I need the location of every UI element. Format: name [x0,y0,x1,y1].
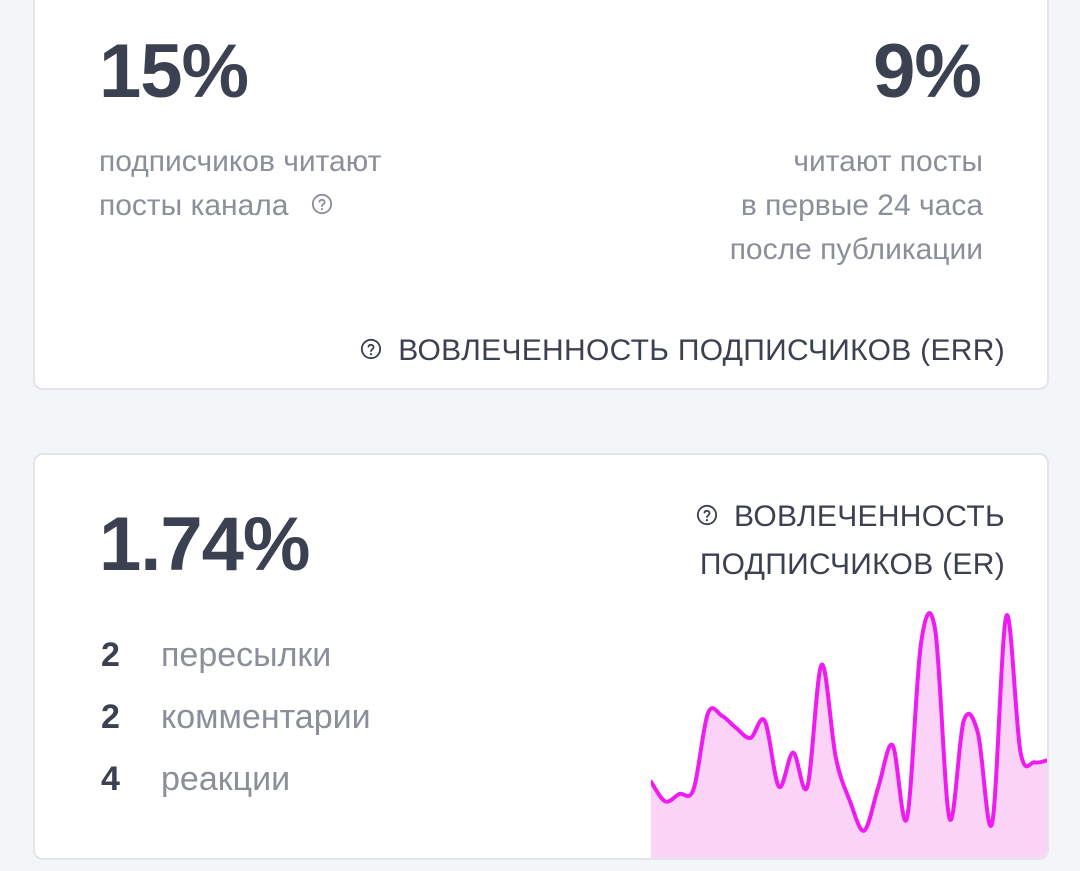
stat-value: 4 [101,760,120,798]
sparkline-line [651,611,1047,833]
read-description-line2-row: посты канала [99,184,381,228]
er-section-title-line2: ПОДПИСЧИКОВ (ER) [699,548,1005,581]
stat-value: 2 [101,636,120,674]
first24-percent: 9% [873,29,982,114]
sparkline-area [651,613,1047,858]
er-sparkline-chart [651,611,1047,858]
stat-value: 2 [101,698,120,736]
read-description-line2: посты канала [99,189,289,222]
er-percent: 1.74% [99,502,310,587]
err-section-title: ВОВЛЕЧЕННОСТЬ ПОДПИСЧИКОВ (ERR) [398,334,1005,367]
read-description-line1: подписчиков читают [99,145,382,178]
read-description: подписчиков читают посты канала [99,140,381,228]
question-circle-icon [360,338,382,360]
stat-label: пересылки [161,636,332,674]
er-section-title-line1-row: ВОВЛЕЧЕННОСТЬ [696,493,1005,541]
stat-label: реакции [161,760,291,798]
er-section-title-line1: ВОВЛЕЧЕННОСТЬ [734,500,1005,533]
question-circle-icon[interactable] [311,193,333,215]
question-circle-icon [696,504,718,526]
first24-line3: после публикации [729,233,983,266]
first24-description: читают посты в первые 24 часа после публ… [730,140,983,272]
stat-label: комментарии [161,698,371,736]
er-section-title[interactable]: ВОВЛЕЧЕННОСТЬ ПОДПИСЧИКОВ (ER) [696,493,1005,589]
er-card: 1.74% ВОВЛЕЧЕННОСТЬ ПОДПИСЧИКОВ (ER) 2 п… [33,453,1049,860]
first24-line2: в первые 24 часа [740,189,983,222]
first24-line1: читают посты [793,145,983,178]
err-card: 15% подписчиков читают посты канала 9% ч… [33,0,1049,390]
err-section-title-row[interactable]: ВОВЛЕЧЕННОСТЬ ПОДПИСЧИКОВ (ERR) [360,327,1005,375]
read-percent: 15% [99,29,249,114]
